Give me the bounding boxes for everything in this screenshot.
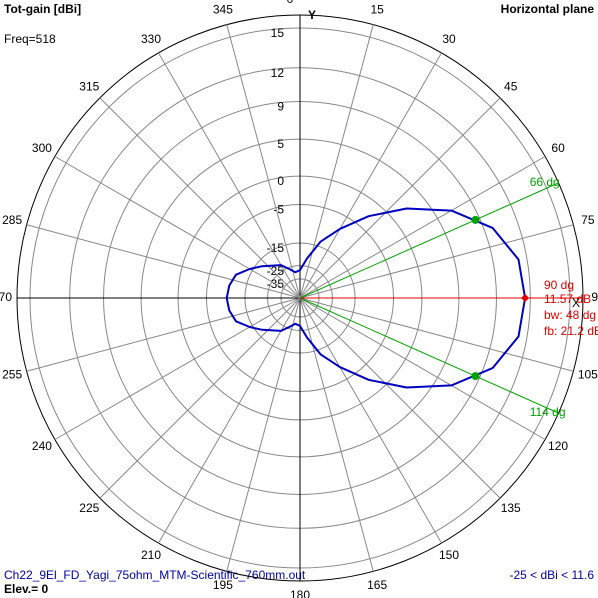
angle-tick-label: 330 [141,32,161,46]
marker-label: 114 dg [530,405,566,419]
spoke [299,297,546,440]
marker-label: 66 dg [530,175,560,189]
angle-tick-label: 105 [578,367,598,381]
spoke [26,297,301,372]
angle-tick-label: 210 [141,548,161,562]
angle-tick-label: 90 [591,290,598,304]
r-tick-label: 15 [271,26,285,40]
spoke [26,224,301,299]
r-tick-label: -5 [273,203,284,217]
marker-label: 90 dg [544,278,574,292]
marker-point [521,294,530,302]
angle-tick-label: 255 [2,367,22,381]
angle-tick-label: 345 [213,2,233,16]
spoke [158,52,301,299]
angle-tick-label: 60 [551,141,565,155]
r-tick-label: 0 [277,174,284,188]
marker-point [471,215,480,224]
pattern-curve [225,207,527,389]
max-annotation: 11.57 dB [544,292,591,306]
spoke [54,156,301,299]
marker-line [299,182,559,299]
chart-title: Tot-gain [dBi] [4,2,81,16]
spoke [226,24,301,299]
angle-tick-label: 180 [290,588,310,598]
angle-tick-label: 195 [213,578,233,592]
subtitle: Horizontal plane [501,2,595,16]
marker-line [299,297,559,414]
spoke [226,297,301,572]
spoke [299,224,574,299]
marker-point [471,372,480,381]
spoke [99,97,301,299]
spoke [299,156,546,299]
spoke [299,97,501,299]
angle-tick-label: 120 [548,439,568,453]
angle-tick-label: 225 [79,501,99,515]
angle-tick-label: 165 [367,578,387,592]
range: -25 < dBi < 11.6 [509,568,594,582]
max-annotation: bw: 48 dg [544,308,596,322]
spoke [299,297,501,499]
file-name: Ch22_9El_FD_Yagi_75ohm_MTM-Scientific_76… [4,568,306,582]
angle-tick-label: 135 [501,501,521,515]
frequency: Freq=518 [4,32,56,46]
angle-tick-label: 150 [439,548,459,562]
angle-tick-label: 0 [287,0,294,6]
r-tick-label: 5 [277,137,284,151]
angle-tick-label: 15 [370,2,384,16]
spoke [54,297,301,440]
r-tick-label: 12 [271,66,285,80]
spoke [299,297,574,372]
spoke [299,52,442,299]
elevation: Elev.= 0 [4,582,48,596]
max-annotation: fb: 21.2 dB [544,324,598,338]
angle-tick-label: 270 [0,290,12,304]
angle-tick-label: 240 [32,439,52,453]
angle-tick-label: 285 [2,213,22,227]
r-tick-label: 9 [277,100,284,114]
angle-tick-label: 45 [504,79,518,93]
x-axis-label: X [572,296,580,310]
spoke [299,297,442,544]
r-tick-label: -15 [267,241,285,255]
angle-tick-label: 75 [581,213,595,227]
angle-tick-label: 300 [32,141,52,155]
spoke [158,297,301,544]
r-tick-label: -25 [267,264,285,278]
angle-tick-label: 315 [79,79,99,93]
spoke [99,297,301,499]
angle-tick-label: 30 [442,32,456,46]
